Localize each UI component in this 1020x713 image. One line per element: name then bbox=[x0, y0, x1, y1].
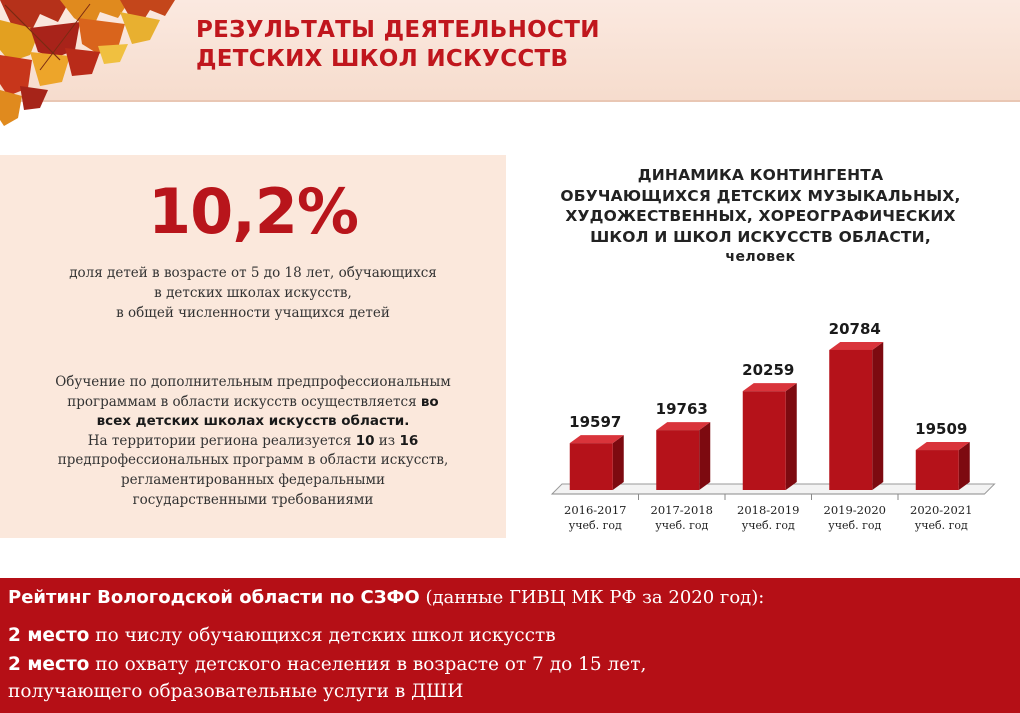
chart-title-line-2: ОБУЧАЮЩИХСЯ ДЕТСКИХ МУЗЫКАЛЬНЫХ, bbox=[560, 186, 961, 205]
enrollment-bar-chart: 19597 2016-2017 учеб. год 19763 2017-2018 уче… bbox=[550, 320, 996, 532]
chart-bar-top bbox=[915, 442, 970, 451]
x-tick-label: 2019-2020 bbox=[824, 503, 886, 517]
x-tick-sublabel: учеб. год bbox=[742, 519, 795, 532]
chart-bar-top bbox=[569, 435, 624, 444]
programs-line-4-text-1: На территории региона реализуется bbox=[87, 432, 356, 449]
chart-bar bbox=[829, 349, 873, 490]
header-band bbox=[0, 0, 1020, 102]
chart-title: ДИНАМИКА КОНТИНГЕНТА ОБУЧАЮЩИХСЯ ДЕТСКИХ… bbox=[508, 165, 1013, 268]
x-tick-label: 2017-2018 bbox=[651, 503, 713, 517]
x-tick-sublabel: учеб. год bbox=[655, 519, 708, 532]
chart-bar-side bbox=[699, 422, 711, 490]
share-desc-line-2: в детских школах искусств, bbox=[154, 285, 352, 301]
chart-bar bbox=[656, 430, 700, 490]
programs-line-3-bold: всех детских школах искусств области. bbox=[96, 413, 410, 430]
programs-line-5: предпрофессиональных программ в области … bbox=[57, 452, 449, 469]
rating-title: Рейтинг Вологодской области по СЗФО (дан… bbox=[8, 586, 764, 610]
rating-item-2-continued: получающего образовательные услуги в ДШИ bbox=[8, 681, 464, 702]
programs-line-4-text-2: из bbox=[374, 432, 400, 449]
chart-bar-side bbox=[958, 442, 970, 490]
programs-line-6: регламентированных федеральными bbox=[120, 471, 386, 488]
bar-value-label: 19763 bbox=[656, 400, 708, 418]
programs-count-implemented: 10 bbox=[355, 432, 375, 449]
bar-value-label: 20784 bbox=[829, 320, 881, 338]
programs-line-1: Обучение по дополнительным предпрофессио… bbox=[55, 374, 451, 390]
chart-bar bbox=[742, 391, 786, 490]
x-tick-sublabel: учеб. год bbox=[915, 519, 968, 532]
share-percent-value: 10,2% bbox=[147, 175, 359, 248]
rating-band: Рейтинг Вологодской области по СЗФО (дан… bbox=[0, 578, 1020, 713]
x-tick-label: 2016-2017 bbox=[564, 503, 626, 517]
bar-value-label: 19597 bbox=[569, 413, 621, 431]
page-title: РЕЗУЛЬТАТЫ ДЕЯТЕЛЬНОСТИ ДЕТСКИХ ШКОЛ ИСК… bbox=[196, 16, 796, 74]
bar-value-label: 19509 bbox=[915, 420, 967, 438]
page-title-line-2: ДЕТСКИХ ШКОЛ ИСКУССТВ bbox=[196, 46, 569, 72]
bar-value-label: 20259 bbox=[742, 361, 794, 379]
programs-line-4: На территории региона реализуется 10 из … bbox=[0, 432, 506, 452]
rating-item-1-text: по числу обучающихся детских школ искусс… bbox=[89, 625, 556, 646]
programs-description: Обучение по дополнительным предпрофессио… bbox=[0, 373, 506, 510]
autumn-leaves-icon bbox=[0, 0, 175, 126]
programs-line-2-bold: во bbox=[420, 393, 439, 410]
rating-item-2: 2 место по охвату детского населения в в… bbox=[8, 653, 646, 677]
page-title-line-1: РЕЗУЛЬТАТЫ ДЕЯТЕЛЬНОСТИ bbox=[196, 17, 600, 43]
chart-bar bbox=[569, 443, 613, 490]
x-tick-label: 2020-2021 bbox=[910, 503, 972, 517]
rating-item-1: 2 место по числу обучающихся детских шко… bbox=[8, 624, 556, 648]
share-desc-line-3: в общей численности учащихся детей bbox=[116, 305, 390, 321]
rating-item-1-place: 2 место bbox=[8, 625, 90, 646]
programs-count-total: 16 bbox=[399, 432, 419, 449]
chart-bar-side bbox=[785, 383, 797, 490]
chart-unit: человек bbox=[725, 249, 796, 265]
chart-bar-side bbox=[612, 435, 624, 490]
left-info-panel: 10,2% доля детей в возрасте от 5 до 18 л… bbox=[0, 155, 506, 538]
chart-bar-top bbox=[656, 422, 711, 431]
programs-line-7: государственными требованиями bbox=[132, 491, 374, 508]
chart-bar-top bbox=[742, 383, 797, 392]
x-tick-sublabel: учеб. год bbox=[828, 519, 881, 532]
rating-title-bold: Рейтинг Вологодской области по СЗФО bbox=[8, 587, 420, 608]
chart-title-line-3: ХУДОЖЕСТВЕННЫХ, ХОРЕОГРАФИЧЕСКИХ bbox=[565, 207, 956, 225]
programs-line-2: программам в области искусств осуществля… bbox=[0, 393, 506, 413]
chart-bar-top bbox=[829, 341, 884, 350]
x-tick-sublabel: учеб. год bbox=[569, 519, 622, 532]
chart-bar-side bbox=[872, 341, 884, 490]
chart-bar bbox=[915, 450, 959, 490]
share-desc-line-1: доля детей в возрасте от 5 до 18 лет, об… bbox=[69, 265, 437, 281]
programs-line-3: всех детских школах искусств области. bbox=[0, 412, 506, 432]
share-description: доля детей в возрасте от 5 до 18 лет, об… bbox=[0, 263, 506, 323]
programs-line-2-text: программам в области искусств осуществля… bbox=[67, 393, 421, 410]
rating-item-2-place: 2 место bbox=[8, 654, 90, 675]
rating-item-2-text: по охвату детского населения в возрасте … bbox=[89, 654, 647, 675]
rating-title-source: (данные ГИВЦ МК РФ за 2020 год): bbox=[419, 587, 765, 608]
x-tick-label: 2018-2019 bbox=[737, 503, 799, 517]
chart-title-line-4: ШКОЛ И ШКОЛ ИСКУССТВ ОБЛАСТИ, bbox=[590, 227, 931, 246]
chart-title-line-1: ДИНАМИКА КОНТИНГЕНТА bbox=[637, 166, 884, 184]
